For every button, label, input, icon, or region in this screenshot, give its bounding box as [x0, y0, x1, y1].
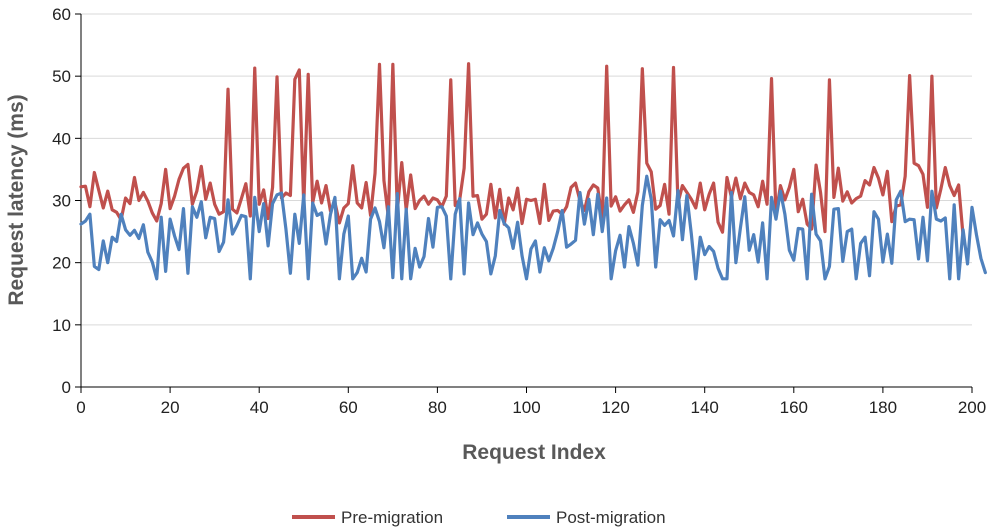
y-tick-label-20: 20	[52, 254, 71, 273]
y-tick-label-30: 30	[52, 192, 71, 211]
x-tick-label-140: 140	[691, 398, 719, 417]
y-tick-label-40: 40	[52, 129, 71, 148]
x-axis: 0 20 40 60 80 100 120 140 160 180 200	[76, 386, 986, 417]
y-tick-label-50: 50	[52, 67, 71, 86]
y-axis: 0 10 20 30 40 50 60	[52, 5, 82, 397]
y-axis-title: Request latency (ms)	[5, 94, 28, 305]
x-tick-label-200: 200	[958, 398, 986, 417]
x-tick-label-40: 40	[250, 398, 269, 417]
x-tick-label-120: 120	[601, 398, 629, 417]
x-tick-label-180: 180	[869, 398, 897, 417]
legend: Pre-migration Post-migration	[292, 508, 666, 527]
x-tick-label-100: 100	[512, 398, 540, 417]
legend-label-pre-migration: Pre-migration	[341, 508, 443, 527]
x-tick-label-60: 60	[339, 398, 358, 417]
y-tick-label-0: 0	[62, 378, 71, 397]
series-layer	[79, 62, 987, 281]
x-tick-label-80: 80	[428, 398, 447, 417]
legend-label-post-migration: Post-migration	[556, 508, 666, 527]
y-tick-label-10: 10	[52, 316, 71, 335]
series-line-post-migration	[79, 174, 987, 281]
x-tick-label-0: 0	[76, 398, 85, 417]
x-tick-label-20: 20	[161, 398, 180, 417]
y-tick-label-60: 60	[52, 5, 71, 24]
series-line-pre-migration	[79, 62, 965, 238]
x-axis-title: Request Index	[462, 441, 606, 464]
x-tick-label-160: 160	[780, 398, 808, 417]
